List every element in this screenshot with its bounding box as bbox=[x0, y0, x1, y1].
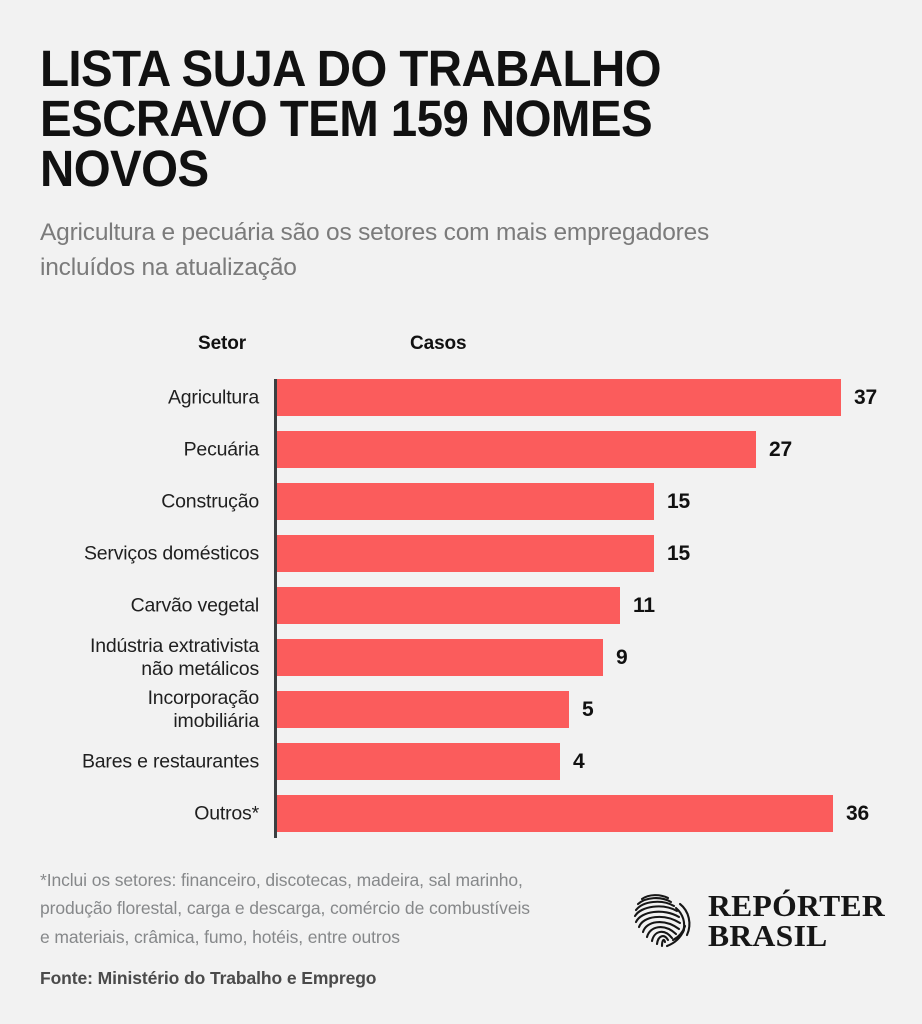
bar bbox=[277, 691, 569, 729]
chart-row-inner: Construção 15 bbox=[161, 483, 690, 521]
logo-wordmark: REPÓRTER BRASIL bbox=[708, 887, 886, 953]
bar bbox=[277, 483, 654, 521]
page-subtitle: Agricultura e pecuária são os setores co… bbox=[40, 218, 710, 281]
bar-label: Outros* bbox=[194, 802, 259, 825]
footnote: *Inclui os setores: financeiro, discotec… bbox=[40, 870, 530, 947]
bar bbox=[277, 431, 756, 469]
bar-value: 5 bbox=[582, 698, 594, 722]
bar-value: 9 bbox=[616, 646, 628, 670]
bar-label: Indústria extrativista não metálicos bbox=[89, 634, 259, 680]
bar-value: 15 bbox=[667, 542, 690, 566]
bar-label: Serviços domésticos bbox=[83, 542, 259, 565]
chart-column-headers: Setor Casos bbox=[40, 333, 882, 363]
column-header-setor: Setor bbox=[198, 333, 247, 355]
footer: *Inclui os setores: financeiro, discotec… bbox=[40, 866, 886, 996]
chart-plot-area: Agricultura 37 Pecuária 27 Construção 15 bbox=[40, 379, 882, 841]
fingerprint-brazil-icon bbox=[634, 894, 691, 948]
chart-row-inner: Incorporação imobiliária 5 bbox=[148, 687, 594, 732]
bar-value: 37 bbox=[854, 386, 877, 410]
bar-chart: Setor Casos Agricultura 37 Pecuária 27 bbox=[40, 333, 882, 843]
chart-row: Incorporação imobiliária 5 bbox=[40, 687, 882, 732]
chart-row-inner: Serviços domésticos 15 bbox=[84, 535, 690, 573]
bar-value: 27 bbox=[769, 438, 792, 462]
page-title: LISTA SUJA DO TRABALHO ESCRAVO TEM 159 N… bbox=[40, 40, 662, 197]
bar-value: 4 bbox=[573, 750, 585, 774]
chart-row-inner: Carvão vegetal 11 bbox=[131, 587, 655, 625]
bar bbox=[277, 795, 833, 833]
bar-label: Bares e restaurantes bbox=[81, 750, 259, 773]
bar bbox=[277, 587, 620, 625]
chart-row-inner: Agricultura 37 bbox=[168, 379, 877, 417]
chart-row: Outros* 36 bbox=[40, 795, 882, 833]
chart-row: Bares e restaurantes 4 bbox=[40, 743, 882, 781]
bar-label: Agricultura bbox=[167, 386, 259, 409]
chart-row-inner: Outros* 36 bbox=[194, 795, 869, 833]
chart-row: Serviços domésticos 15 bbox=[40, 535, 882, 573]
chart-row: Indústria extrativista não metálicos 9 bbox=[40, 635, 882, 680]
y-axis-line bbox=[274, 379, 277, 839]
bar-label: Incorporação imobiliária bbox=[147, 686, 260, 732]
chart-row-inner: Indústria extrativista não metálicos 9 bbox=[90, 635, 628, 680]
chart-row: Construção 15 bbox=[40, 483, 882, 521]
bar-value: 36 bbox=[846, 802, 869, 826]
column-header-casos: Casos bbox=[410, 333, 467, 355]
bar bbox=[277, 535, 654, 573]
chart-row-inner: Pecuária 27 bbox=[184, 431, 792, 469]
bar bbox=[277, 379, 841, 417]
bar-label: Construção bbox=[161, 490, 259, 513]
bar-label: Carvão vegetal bbox=[130, 594, 260, 617]
bar-value: 15 bbox=[667, 490, 690, 514]
reporter-brasil-logo: REPÓRTER BRASIL bbox=[629, 887, 886, 953]
chart-row: Agricultura 37 bbox=[40, 379, 882, 417]
chart-row-inner: Bares e restaurantes 4 bbox=[82, 743, 585, 781]
chart-row: Carvão vegetal 11 bbox=[40, 587, 882, 625]
source-credit: Fonte: Ministério do Trabalho e Emprego bbox=[40, 968, 377, 989]
bar-value: 11 bbox=[633, 594, 655, 618]
chart-row: Pecuária 27 bbox=[40, 431, 882, 469]
bar bbox=[277, 639, 603, 677]
bar-label: Pecuária bbox=[183, 438, 260, 461]
bar bbox=[277, 743, 560, 781]
